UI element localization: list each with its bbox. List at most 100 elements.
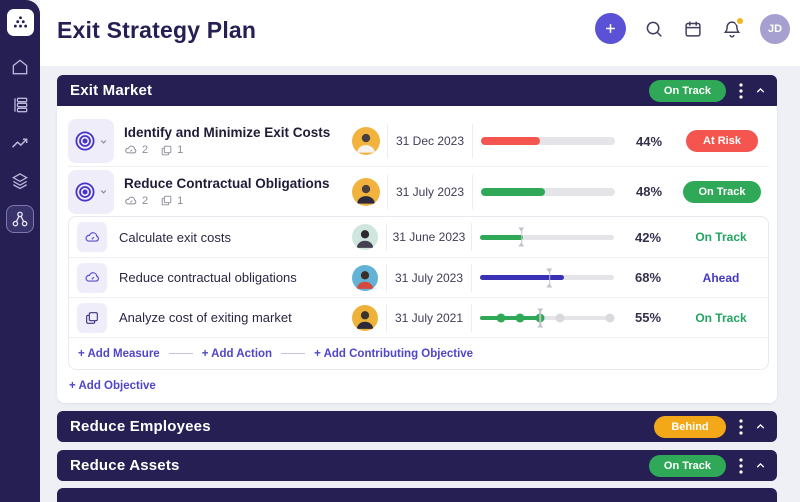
- status-label: On Track: [695, 230, 747, 244]
- search-icon: [646, 21, 662, 37]
- divider: [386, 223, 387, 251]
- chevron-down-icon: [100, 139, 107, 144]
- action-row[interactable]: Analyze cost of exiting market 31 July 2…: [69, 297, 768, 337]
- progress-bar[interactable]: [481, 187, 615, 196]
- milestone-dot: [605, 313, 615, 322]
- due-date: 31 June 2023: [392, 230, 466, 244]
- divider: [387, 124, 388, 158]
- search-button[interactable]: [643, 18, 665, 40]
- dash-separator: [281, 353, 306, 354]
- add-button[interactable]: [595, 13, 626, 44]
- topbar-actions: JD: [595, 13, 790, 44]
- section-header-reduce-assets[interactable]: Reduce Assets On Track: [57, 450, 777, 481]
- expand-chevron-icon[interactable]: [754, 420, 767, 433]
- objective-expand-button[interactable]: [68, 169, 114, 214]
- add-measure-link[interactable]: + Add Measure: [78, 347, 160, 360]
- due-date: 31 July 2021: [394, 310, 464, 325]
- objective-meta: 2 1: [124, 143, 330, 157]
- objective-row[interactable]: Reduce Contractual Obligations 2: [68, 166, 769, 216]
- divider: [471, 303, 472, 332]
- divider: [471, 263, 472, 292]
- objective-text: Reduce Contractual Obligations 2: [124, 176, 330, 208]
- person-photo-icon: [357, 184, 375, 204]
- objective-expand-button[interactable]: [68, 119, 114, 163]
- kebab-menu-icon[interactable]: [739, 457, 743, 474]
- app-logo[interactable]: [6, 9, 34, 36]
- objective-main: Reduce Contractual Obligations 2: [68, 169, 345, 214]
- section-title: Reduce Assets: [70, 457, 180, 474]
- milestone-dot: [555, 313, 565, 322]
- expand-chevron-icon[interactable]: [754, 459, 767, 472]
- divider: [387, 174, 388, 209]
- actions-pages-icon: [86, 311, 98, 324]
- divider: [471, 223, 472, 251]
- divider: [386, 303, 387, 332]
- progress-cell: [472, 308, 622, 327]
- main-area: Exit Strategy Plan: [40, 0, 800, 502]
- sidebar-item-hierarchy[interactable]: [6, 91, 34, 119]
- add-contributing-objective-link[interactable]: + Add Contributing Objective: [314, 347, 474, 360]
- person-photo-icon: [356, 310, 374, 329]
- dash-separator: [168, 353, 193, 354]
- milestone-dot: [496, 313, 506, 322]
- sidebar-item-home[interactable]: [6, 53, 34, 81]
- status-badge: Behind: [654, 415, 726, 438]
- milestone-track[interactable]: [480, 308, 615, 327]
- trend-up-icon: [11, 138, 28, 148]
- status-badge: On Track: [648, 454, 726, 477]
- sidebar-item-layers[interactable]: [6, 167, 34, 195]
- owner-avatar[interactable]: [345, 177, 387, 206]
- target-icon: [75, 131, 95, 151]
- measure-icon-box: [77, 222, 107, 252]
- bell-icon: [723, 20, 741, 38]
- sidebar-item-trends[interactable]: [6, 129, 34, 157]
- owner-avatar[interactable]: [345, 127, 387, 155]
- target-marker: [518, 227, 524, 247]
- user-avatar[interactable]: JD: [760, 13, 790, 44]
- status-badge: At Risk: [686, 130, 758, 152]
- progress-slider[interactable]: [480, 268, 614, 287]
- measure-count: 2: [124, 194, 148, 208]
- sub-items-panel: Calculate exit costs 31 June 2023: [68, 216, 769, 370]
- owner-avatar[interactable]: [344, 224, 386, 250]
- kebab-menu-icon[interactable]: [739, 418, 743, 435]
- section-header-exit-market[interactable]: Exit Market On Track: [57, 75, 777, 106]
- add-objective-link[interactable]: + Add Objective: [69, 380, 156, 392]
- measure-title: Reduce contractual obligations: [119, 270, 297, 285]
- kebab-menu-icon[interactable]: [739, 82, 743, 99]
- status-label: Ahead: [702, 270, 740, 285]
- add-action-link[interactable]: + Add Action: [201, 347, 273, 360]
- person-photo-icon: [357, 133, 375, 153]
- section-header-reduce-employees[interactable]: Reduce Employees Behind: [57, 411, 777, 442]
- status-cell: On Track: [674, 311, 768, 325]
- collapse-chevron-icon[interactable]: [754, 84, 767, 97]
- status-badge: On Track: [683, 180, 761, 203]
- sidebar-item-strategy-map[interactable]: [6, 205, 34, 233]
- measure-title: Calculate exit costs: [119, 229, 231, 245]
- progress-bar[interactable]: [481, 137, 615, 145]
- progress-percent: 42%: [634, 229, 662, 245]
- sidebar: [0, 0, 40, 502]
- progress-cell: [473, 137, 623, 145]
- status-cell: Ahead: [674, 271, 768, 285]
- objective-meta: 2 1: [124, 194, 330, 208]
- owner-avatar[interactable]: [344, 304, 386, 331]
- topbar: Exit Strategy Plan: [40, 0, 800, 66]
- actions-pages-icon: [161, 145, 172, 155]
- notifications-button[interactable]: [721, 15, 745, 40]
- measure-cloud-icon: [125, 145, 137, 154]
- measure-row[interactable]: Calculate exit costs 31 June 2023: [69, 217, 768, 257]
- avatar-initials: JD: [767, 22, 783, 35]
- due-date: 31 July 2023: [395, 184, 465, 199]
- exit-market-card: Identify and Minimize Exit Costs 2: [57, 106, 777, 403]
- progress-slider[interactable]: [480, 227, 614, 247]
- measure-row[interactable]: Reduce contractual obligations 31 July 2…: [69, 257, 768, 297]
- section-title: Reduce Employees: [70, 418, 211, 435]
- divider: [472, 124, 473, 158]
- section-header-partial[interactable]: At Risk: [57, 488, 777, 502]
- notification-dot: [735, 15, 745, 26]
- calendar-button[interactable]: [682, 18, 704, 40]
- objective-row[interactable]: Identify and Minimize Exit Costs 2: [68, 116, 769, 166]
- milestone-dot: [515, 313, 525, 322]
- owner-avatar[interactable]: [344, 264, 386, 291]
